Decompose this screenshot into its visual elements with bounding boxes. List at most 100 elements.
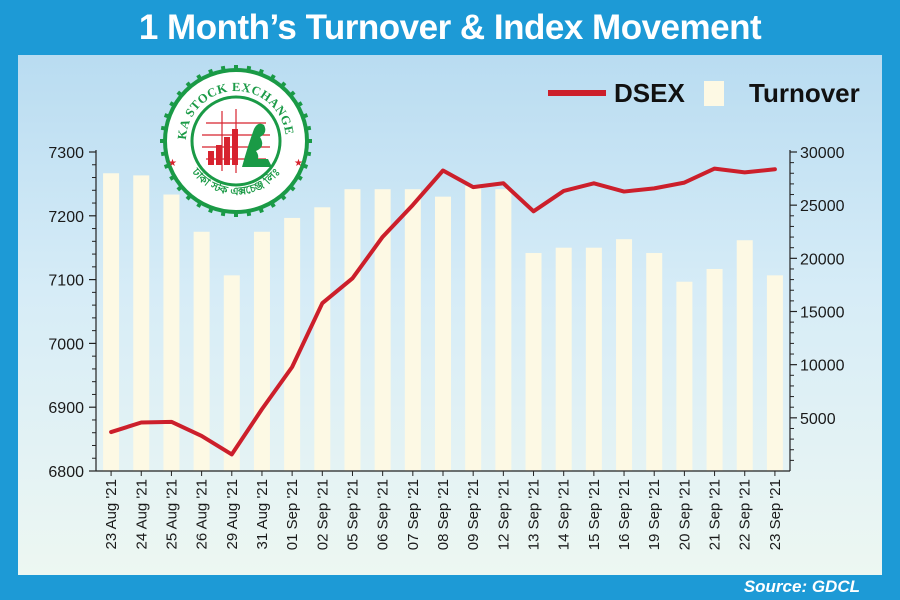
turnover-bar (525, 253, 542, 471)
logo-emblem (202, 109, 272, 173)
logo-gear-tooth (302, 163, 309, 169)
logo-gear-tooth (208, 68, 214, 75)
logo-gear-tooth (196, 201, 203, 208)
turnover-bar (766, 275, 783, 471)
turnover-bar (253, 231, 270, 471)
x-tick-label: 16 Sep '21 (616, 479, 633, 550)
turnover-bar (495, 189, 512, 471)
turnover-bar (435, 196, 451, 471)
logo-star-left: ★ (168, 158, 177, 169)
logo-gear-tooth (305, 125, 312, 131)
x-tick-label: 14 Sep '21 (556, 479, 573, 550)
x-tick-label: 01 Sep '21 (284, 479, 301, 550)
x-tick-label: 06 Sep '21 (375, 479, 392, 550)
logo-star-right: ★ (294, 158, 303, 169)
chart-panel: DHAKA STOCK EXCHANGE LTD. ঢাকা স্টক এক্স… (18, 55, 882, 575)
y-left-tick-label: 7200 (48, 209, 84, 226)
y-axis-left: 6800 6900 7000 7100 7200 7300 (48, 145, 97, 481)
turnover-bar (103, 173, 120, 471)
logo-gear-tooth (220, 65, 226, 72)
chart-title: 1 Month’s Turnover & Index Movement (138, 7, 762, 47)
turnover-bar (616, 239, 633, 471)
x-tick-label: 20 Sep '21 (676, 479, 693, 550)
logo-gear-tooth (176, 185, 183, 192)
y-right-tick-label: 20000 (800, 251, 845, 268)
turnover-bar (223, 275, 240, 471)
logo-gear-tooth (169, 174, 176, 181)
logo-gear-tooth (169, 101, 176, 108)
logo-gear-tooth (160, 151, 167, 157)
x-tick-label: 21 Sep '21 (707, 479, 724, 550)
logo-gear-tooth (296, 101, 303, 108)
y-right-tick-label: 30000 (800, 145, 845, 162)
logo-gear-tooth (280, 81, 287, 88)
logo-gear-tooth (196, 74, 203, 81)
x-tick-label: 13 Sep '21 (526, 479, 543, 550)
logo-gear-tooth (163, 163, 170, 169)
source-credit: Source: GDCL (743, 577, 860, 596)
x-axis: 23 Aug '21 24 Aug '21 25 Aug '21 26 Aug '21… (96, 470, 790, 550)
x-tick-label: 08 Sep '21 (435, 479, 452, 550)
x-tick-label: 25 Aug '21 (163, 479, 180, 549)
y-axis-right: 5000 10000 15000 20000 25000 30000 (789, 145, 845, 471)
x-tick-label: 02 Sep '21 (314, 479, 331, 550)
turnover-bar (344, 189, 361, 471)
legend-turnover-swatch (704, 81, 724, 106)
turnover-bar (284, 217, 301, 471)
x-tick-label: 15 Sep '21 (586, 479, 603, 550)
turnover-bar (465, 186, 482, 471)
logo-gear-tooth (305, 151, 312, 157)
turnover-bar (676, 281, 693, 471)
x-tick-label: 05 Sep '21 (344, 479, 361, 550)
logo-gear-tooth (185, 194, 192, 201)
logo-gear-teeth (160, 65, 312, 217)
logo-gear-tooth (246, 210, 252, 217)
y-right-tick-label: 10000 (800, 358, 845, 375)
logo-gear-tooth (269, 74, 276, 81)
x-tick-label: 12 Sep '21 (495, 479, 512, 550)
x-tick-label: 29 Aug '21 (224, 479, 241, 549)
turnover-bar (163, 194, 180, 472)
turnover-bar (374, 189, 391, 471)
source-bar: Source: GDCL (0, 575, 900, 600)
x-tick-label: 22 Sep '21 (737, 479, 754, 550)
logo-gear-tooth (289, 90, 296, 97)
y-right-tick-label: 25000 (800, 198, 845, 215)
turnover-bar (585, 247, 602, 471)
y-left-tick-label: 6900 (48, 400, 84, 417)
x-tick-label: 24 Aug '21 (133, 479, 150, 549)
turnover-bar (314, 207, 331, 471)
x-tick-label: 31 Aug '21 (254, 479, 271, 549)
turnover-bar (404, 189, 421, 471)
logo-gear-tooth (246, 65, 252, 72)
turnover-bar (706, 268, 723, 471)
chart-svg: DHAKA STOCK EXCHANGE LTD. ঢাকা স্টক এক্স… (18, 55, 860, 550)
turnover-bar (133, 175, 150, 471)
y-left-tick-label: 7100 (48, 273, 84, 290)
x-tick-label: 23 Sep '21 (767, 479, 784, 550)
logo-gear-tooth (208, 207, 214, 214)
logo-gear-tooth (258, 207, 264, 214)
x-tick-label: 26 Aug '21 (194, 479, 211, 549)
logo-gear-tooth (176, 90, 183, 97)
y-right-tick-label: 15000 (800, 305, 845, 322)
logo-gear-tooth (280, 194, 287, 201)
y-right-tick-label: 5000 (800, 411, 836, 428)
dse-logo: DHAKA STOCK EXCHANGE LTD. ঢাকা স্টক এক্স… (18, 55, 312, 217)
logo-gear-tooth (220, 210, 226, 217)
x-tick-label: 07 Sep '21 (405, 479, 422, 550)
logo-gear-tooth (160, 125, 167, 131)
legend-turnover-label: Turnover (749, 78, 860, 108)
turnover-bar (646, 253, 663, 471)
logo-gear-tooth (269, 201, 276, 208)
x-tick-label: 09 Sep '21 (465, 479, 482, 550)
y-left-tick-label: 7000 (48, 336, 84, 353)
legend: DSEX Turnover (548, 78, 860, 108)
turnover-bars (103, 173, 783, 472)
y-left-tick-label: 7300 (48, 145, 84, 162)
x-tick-label: 23 Aug '21 (103, 479, 120, 549)
turnover-bar (736, 240, 753, 471)
logo-gear-tooth (296, 174, 303, 181)
legend-dsex-label: DSEX (614, 78, 685, 108)
